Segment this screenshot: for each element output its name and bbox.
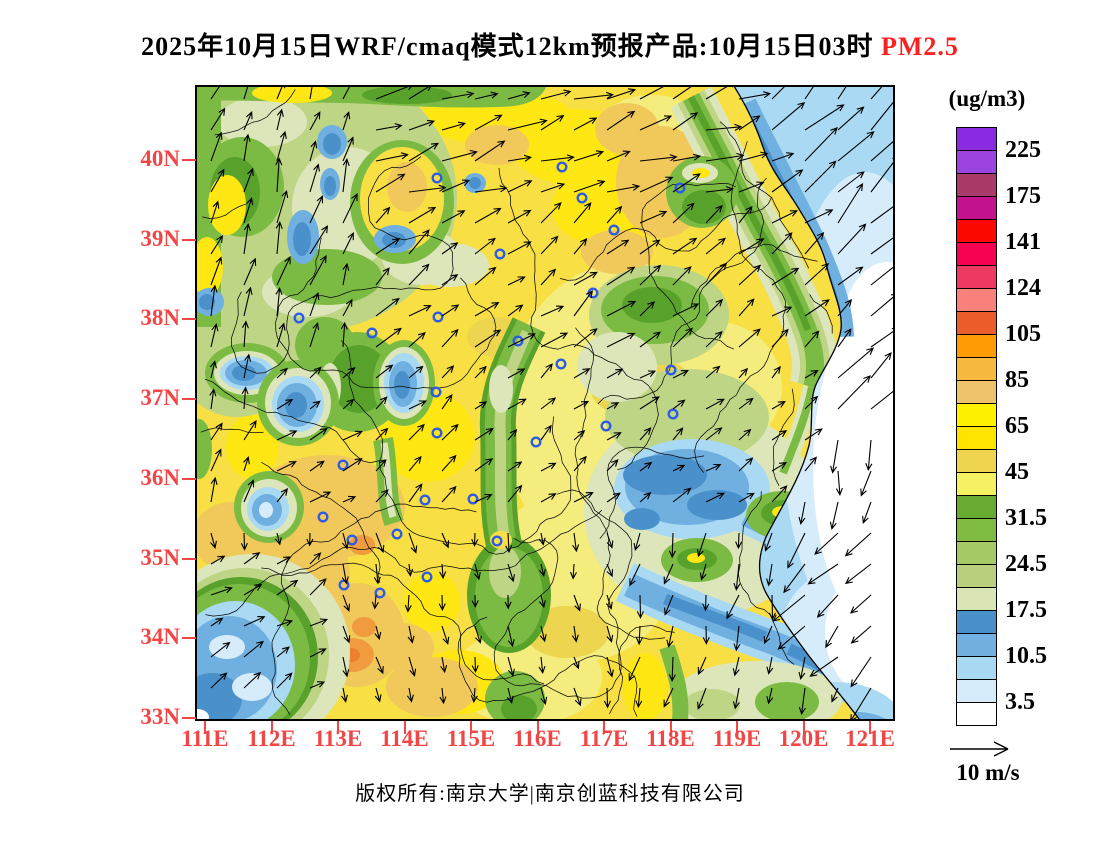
lat-tick-label: 40N <box>140 146 180 171</box>
lat-tick-mark <box>182 716 196 719</box>
lat-tick-mark <box>182 238 196 241</box>
lat-tick-label: 36N <box>140 464 180 490</box>
central-green-ridge <box>467 317 551 719</box>
lon-tick-label: 113E <box>313 726 363 751</box>
wind-scale-label: 10 m/s <box>956 760 1020 785</box>
lon-tick-mark <box>603 721 605 734</box>
lon-tick-mark <box>270 721 273 734</box>
lat-tick-label: 35N <box>140 544 180 570</box>
title-pollutant: PM2.5 <box>873 32 959 61</box>
lon-tick-mark <box>337 721 339 734</box>
lon-tick-mark <box>536 721 539 734</box>
lat-tick-mark <box>182 557 196 560</box>
lon-tick-mark <box>802 721 805 734</box>
legend-scale-value: 17.5 <box>1005 597 1047 623</box>
color-scale-bar <box>956 127 997 726</box>
page-title: 2025年10月15日WRF/cmaq模式12km预报产品:10月15日03时 … <box>0 26 1100 63</box>
northwest-green-region <box>197 87 547 417</box>
lon-tick-label: 118E <box>646 726 695 751</box>
legend-scale-value: 175 <box>1005 183 1041 209</box>
legend-scale-value: 225 <box>1005 137 1041 163</box>
lon-tick-mark <box>669 721 672 734</box>
lon-tick-label: 111E <box>181 726 229 751</box>
lat-tick-mark <box>182 398 196 401</box>
title-main: 2025年10月15日WRF/cmaq模式12km预报产品:10月15日03时 <box>141 32 874 61</box>
lon-tick-label: 121E <box>845 726 895 751</box>
lat-tick-label: 39N <box>140 225 180 251</box>
lon-tick-mark <box>403 721 406 734</box>
lat-tick-label: 37N <box>140 385 180 411</box>
lon-tick-label: 116E <box>513 726 562 751</box>
legend-scale-value: 24.5 <box>1005 551 1047 577</box>
coastal-green-strip <box>666 87 839 477</box>
legend-scale-value: 10.5 <box>1005 643 1047 669</box>
legend-units-label: (ug/m3) <box>948 86 1026 111</box>
lat-tick-mark <box>182 159 196 161</box>
lon-tick-label: 117E <box>579 726 629 751</box>
lat-tick-mark <box>182 318 196 321</box>
pm25-forecast-map <box>197 87 893 719</box>
lon-tick-mark <box>204 721 206 734</box>
legend-scale-value: 124 <box>1005 275 1041 301</box>
lon-tick-label: 114E <box>380 726 429 751</box>
wind-vectors <box>209 87 893 719</box>
color-scale-legend <box>956 127 998 732</box>
legend-scale-value: 85 <box>1005 367 1029 393</box>
lat-tick-label: 38N <box>140 305 180 331</box>
legend-scale-value: 31.5 <box>1005 505 1047 531</box>
lon-tick-label: 120E <box>778 726 829 751</box>
map-frame <box>195 85 895 721</box>
city-markers <box>293 161 686 599</box>
central-west-lake-cluster <box>197 317 435 543</box>
legend-scale-value: 45 <box>1005 459 1029 485</box>
lon-tick-mark <box>869 721 871 734</box>
lat-tick-label: 34N <box>140 624 180 650</box>
lat-tick-label: 33N <box>140 703 180 729</box>
legend-scale-value: 3.5 <box>1005 689 1035 715</box>
admin-boundaries <box>200 89 833 717</box>
coastline <box>733 87 860 719</box>
lon-tick-label: 112E <box>247 726 296 751</box>
lon-tick-label: 115E <box>446 726 496 751</box>
copyright-text: 版权所有:南京大学|南京创蓝科技有限公司 <box>355 783 745 805</box>
lon-tick-label: 119E <box>712 726 762 751</box>
legend-scale-value: 141 <box>1005 229 1041 255</box>
legend-scale-value: 65 <box>1005 413 1029 439</box>
lat-tick-mark <box>182 637 196 640</box>
lat-tick-mark <box>182 477 196 480</box>
wind-scale-arrow <box>950 741 1009 757</box>
legend-scale-value: 105 <box>1005 321 1041 347</box>
lon-tick-mark <box>470 721 472 734</box>
lon-tick-mark <box>736 721 738 734</box>
